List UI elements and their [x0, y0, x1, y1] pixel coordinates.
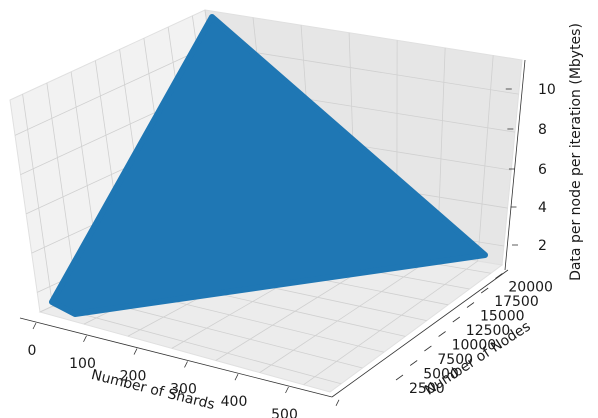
x-tick-label: 200 — [120, 369, 147, 385]
x-tick-mark — [133, 348, 138, 355]
y-tick-label: 15000 — [480, 309, 525, 325]
y-tick-mark — [452, 316, 461, 323]
x-axis-line — [19, 317, 333, 398]
z-tick-label: 4 — [538, 200, 547, 216]
z-axis-label: Data per node per iteration (Mbytes) — [568, 23, 584, 281]
y-tick-mark — [495, 273, 503, 279]
x-tick-mark — [234, 374, 239, 381]
y-tick-label: 17500 — [494, 294, 539, 310]
y-gridline — [52, 305, 342, 385]
x-tick-label: 300 — [170, 381, 197, 397]
x-tick-label: 100 — [69, 356, 96, 372]
z-tick-label: 6 — [538, 162, 547, 178]
x-tick-label: 0 — [28, 343, 37, 359]
y-tick-label: 2500 — [409, 381, 445, 397]
y-tick-mark — [438, 331, 446, 337]
z-tick-label: 8 — [538, 122, 547, 138]
x-tick-mark — [83, 335, 87, 342]
y-tick-label: 12500 — [466, 323, 511, 339]
y-tick-label: 7500 — [437, 352, 473, 368]
y-tick-label: 10000 — [452, 338, 497, 354]
x-tick-label: 500 — [271, 407, 298, 418]
x-tick-mark — [184, 361, 188, 368]
x-ticks: 0100200300400500600 — [28, 322, 340, 418]
y-tick-mark — [395, 374, 404, 381]
y-tick-mark — [424, 345, 432, 352]
x-gridline — [303, 260, 478, 386]
z-axis-line — [504, 59, 526, 271]
x-tick-mark — [335, 399, 340, 406]
y-axis-line — [331, 269, 509, 398]
x-gridline — [259, 254, 438, 373]
x-tick-mark — [32, 322, 37, 330]
x-axis-label: Number of Shards — [90, 367, 217, 413]
surface — [49, 14, 488, 317]
y-tick-mark — [480, 287, 489, 294]
z-ticks: 2 4 6 8 10 — [505, 82, 556, 254]
x-tick-mark — [285, 386, 289, 394]
surface-patch — [49, 14, 488, 317]
x-tick-label: 400 — [221, 394, 248, 410]
z-tick-label: 2 — [538, 238, 547, 254]
y-tick-label: 5000 — [423, 367, 459, 383]
y-tick-mark — [466, 302, 475, 308]
z-tick-label: 10 — [538, 82, 556, 98]
y-tick-mark — [409, 360, 418, 366]
y-tick-label: 20000 — [508, 280, 553, 296]
x-wall-gridline — [477, 55, 494, 262]
